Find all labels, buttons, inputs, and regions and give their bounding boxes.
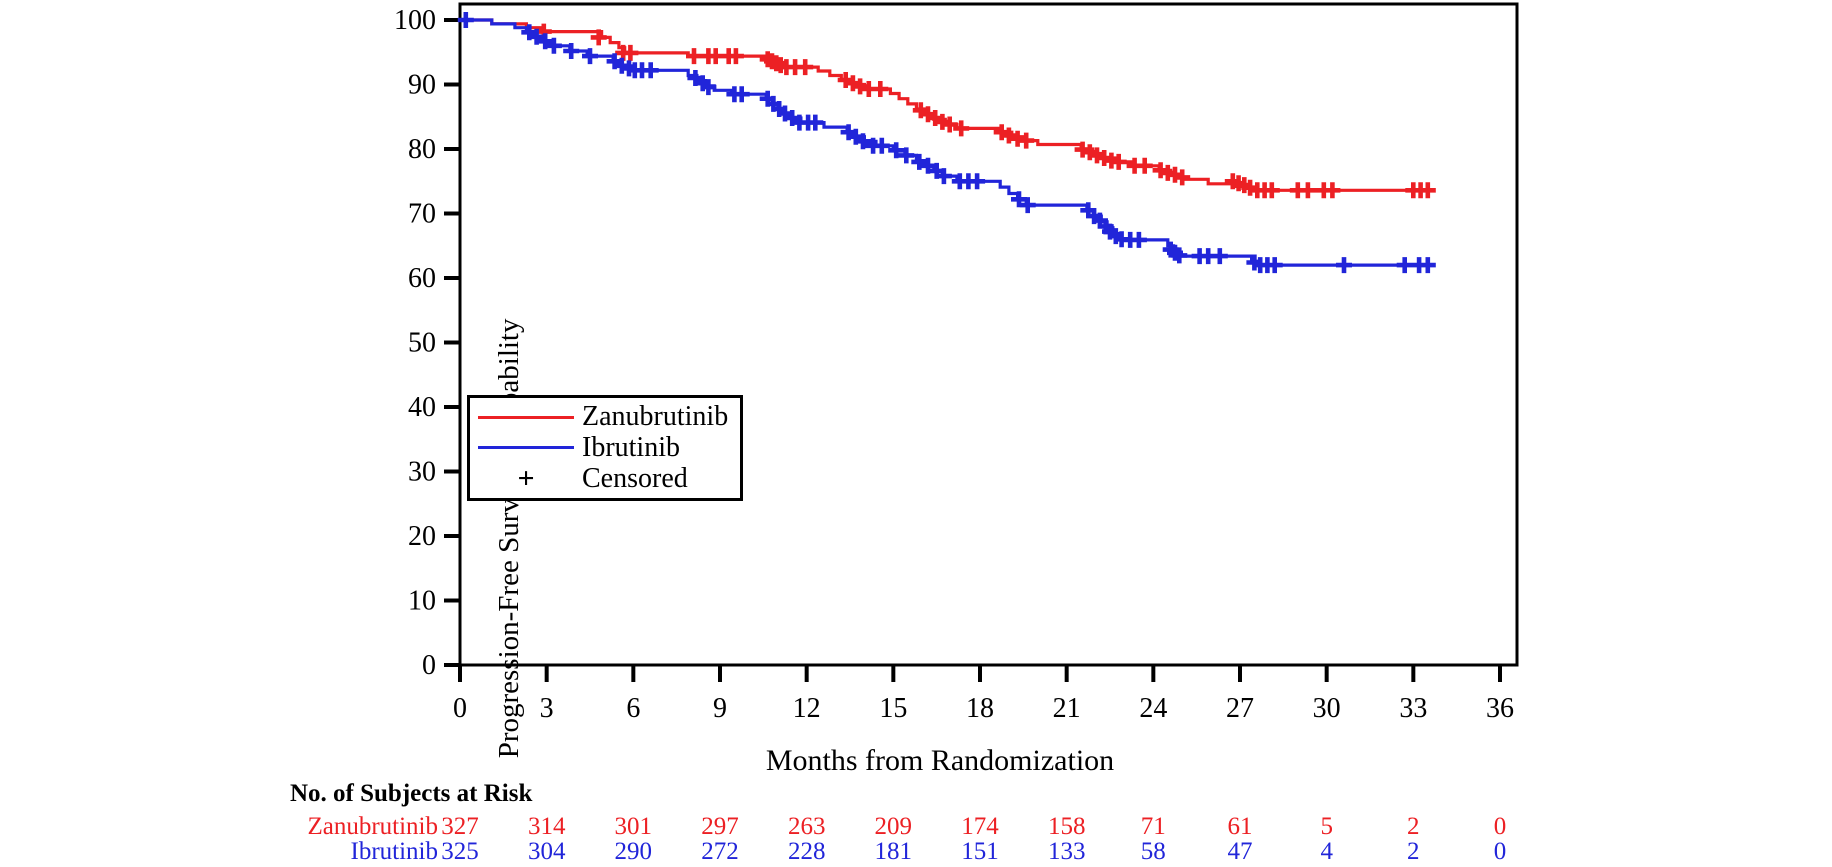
censor-marks-zanubrutinib: [535, 23, 1436, 199]
risk-value-zanubrutinib-m27: 61: [1227, 813, 1253, 840]
x-tick-label: 0: [453, 693, 467, 724]
legend-item-ibrutinib: Ibrutinib: [470, 431, 740, 463]
risk-value-ibrutinib-m24: 58: [1140, 838, 1166, 865]
risk-value-ibrutinib-m36: 0: [1493, 838, 1507, 865]
risk-value-zanubrutinib-m24: 71: [1140, 813, 1166, 840]
risk-value-zanubrutinib-m12: 263: [787, 813, 826, 840]
x-tick-label: 3: [540, 693, 554, 724]
x-tick-label: 9: [713, 693, 727, 724]
y-tick-label: 100: [394, 5, 436, 36]
risk-value-ibrutinib-m15: 181: [874, 838, 913, 865]
risk-value-ibrutinib-m3: 304: [527, 838, 566, 865]
y-tick-label: 60: [408, 263, 436, 294]
survival-curve-zanubrutinib: [460, 18, 1434, 192]
y-tick-label: 30: [408, 457, 436, 488]
risk-table-title: No. of Subjects at Risk: [290, 780, 533, 807]
legend-item-censored: + Censored: [470, 461, 740, 495]
y-axis-title: Progression-Free Survival Probability: [492, 318, 525, 759]
risk-value-ibrutinib-m30: 4: [1320, 838, 1333, 865]
x-tick-label: 6: [626, 693, 640, 724]
y-tick-label: 50: [408, 328, 436, 359]
risk-value-ibrutinib-m6: 290: [614, 838, 653, 865]
legend-label-zanubrutinib: Zanubrutinib: [582, 401, 729, 433]
y-tick-label: 20: [408, 521, 436, 552]
x-tick-label: 24: [1139, 693, 1167, 724]
legend-box: Zanubrutinib Ibrutinib + Censored: [467, 395, 743, 501]
x-tick-label: 30: [1313, 693, 1341, 724]
zanubrutinib-line-sample-icon: [470, 415, 582, 419]
x-tick-label: 12: [793, 693, 821, 724]
y-tick-label: 0: [422, 650, 436, 681]
risk-value-zanubrutinib-m30: 5: [1320, 813, 1333, 840]
risk-value-zanubrutinib-m21: 158: [1047, 813, 1086, 840]
risk-value-ibrutinib-m0: 325: [441, 838, 479, 865]
risk-value-zanubrutinib-m15: 209: [874, 813, 913, 840]
x-tick-label: 27: [1226, 693, 1254, 724]
risk-value-zanubrutinib-m33: 2: [1407, 813, 1420, 840]
risk-value-zanubrutinib-m36: 0: [1493, 813, 1507, 840]
x-axis-title: Months from Randomization: [765, 744, 1115, 777]
risk-row-label-ibrutinib: Ibrutinib: [350, 838, 439, 865]
x-tick-label: 33: [1399, 693, 1427, 724]
risk-value-ibrutinib-m9: 272: [701, 838, 739, 865]
plot-border: [458, 2, 1519, 667]
x-tick-label: 15: [879, 693, 907, 724]
ibrutinib-line-sample-icon: [470, 446, 582, 450]
censored-plus-icon: +: [517, 461, 535, 495]
x-tick-label: 36: [1486, 693, 1514, 724]
y-tick-label: 80: [408, 134, 436, 165]
x-tick-label: 18: [966, 693, 994, 724]
x-tick-label: 21: [1053, 693, 1081, 724]
risk-value-ibrutinib-m18: 151: [961, 838, 999, 865]
survival-curve-ibrutinib: [460, 18, 1434, 267]
risk-value-ibrutinib-m33: 2: [1407, 838, 1420, 865]
risk-value-zanubrutinib-m18: 174: [961, 813, 999, 840]
risk-value-ibrutinib-m12: 228: [787, 838, 826, 865]
y-tick-label: 40: [408, 392, 436, 423]
censor-marks-ibrutinib: [457, 12, 1436, 274]
y-tick-label: 10: [408, 586, 436, 617]
legend-item-zanubrutinib: Zanubrutinib: [470, 401, 740, 433]
risk-value-zanubrutinib-m0: 327: [441, 813, 479, 840]
risk-value-ibrutinib-m21: 133: [1047, 838, 1086, 865]
risk-value-zanubrutinib-m9: 297: [701, 813, 739, 840]
risk-value-ibrutinib-m27: 47: [1227, 838, 1253, 865]
legend-label-ibrutinib: Ibrutinib: [582, 431, 680, 463]
risk-value-zanubrutinib-m6: 301: [614, 813, 653, 840]
legend-label-censored: Censored: [582, 462, 688, 494]
risk-value-zanubrutinib-m3: 314: [527, 813, 566, 840]
y-tick-label: 90: [408, 70, 436, 101]
risk-row-label-zanubrutinib: Zanubrutinib: [307, 813, 438, 840]
y-tick-label: 70: [408, 199, 436, 230]
